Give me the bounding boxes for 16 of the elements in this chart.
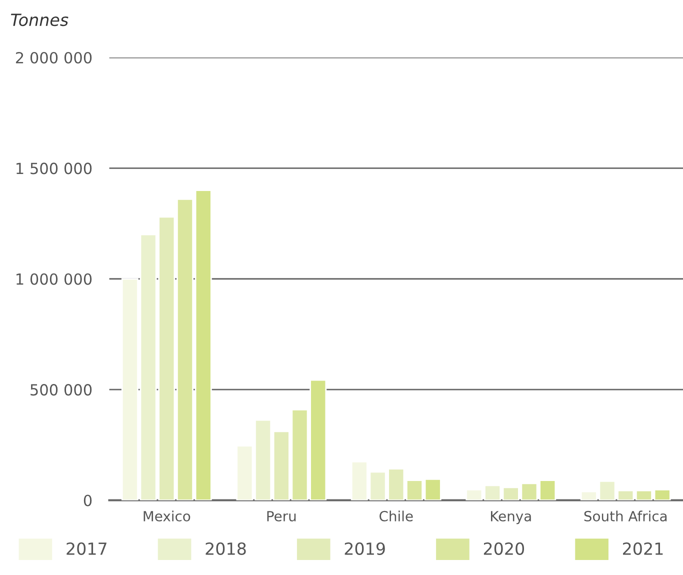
legend-label: 2020 xyxy=(484,542,524,555)
x-tick-label: Mexico xyxy=(144,510,190,522)
x-tick-label: South Africa xyxy=(584,510,667,522)
y-tick-label: 2 000 000 xyxy=(16,52,92,64)
legend-label: 2021 xyxy=(623,542,663,555)
x-tick-label: Peru xyxy=(267,511,296,522)
x-tick-label: Chile xyxy=(380,510,413,522)
y-tick-label: 1 500 000 xyxy=(16,162,92,174)
y-axis-title: Tonnes xyxy=(10,14,68,26)
x-tick-label: Kenya xyxy=(491,511,531,524)
y-tick-label: 500 000 xyxy=(30,384,92,396)
y-tick-label: 1 000 000 xyxy=(16,273,92,285)
legend-label: 2019 xyxy=(344,542,385,555)
legend-label: 2018 xyxy=(206,542,246,555)
y-tick-label: 0 xyxy=(84,494,92,506)
legend-label: 2017 xyxy=(66,542,106,555)
